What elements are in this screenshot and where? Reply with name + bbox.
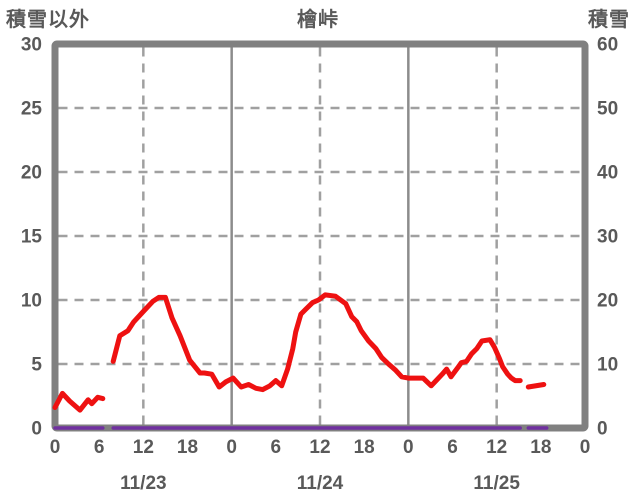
x-axis-hour-tick-3: 18: [177, 437, 198, 458]
right-axis-tick-0: 0: [597, 419, 608, 440]
x-axis-hour-tick-4: 0: [226, 437, 237, 458]
chart-title: 檜峠: [297, 9, 339, 31]
x-axis-hour-tick-9: 6: [447, 437, 458, 458]
x-axis-hour-tick-2: 12: [133, 437, 154, 458]
x-axis-date-label-11-24: 11/24: [297, 473, 344, 494]
left-axis-tick-5: 5: [31, 355, 42, 376]
series-line-other-than-snow: [52, 292, 547, 413]
right-axis-tick-20: 20: [597, 291, 618, 312]
x-axis-hour-tick-11: 18: [530, 437, 551, 458]
x-axis-hour-tick-12: 0: [580, 437, 591, 458]
x-axis-hour-tick-1: 6: [94, 437, 105, 458]
left-axis-tick-15: 15: [21, 227, 43, 248]
right-axis-tick-50: 50: [597, 99, 618, 120]
right-axis-tick-10: 10: [597, 355, 618, 376]
left-axis-tick-0: 0: [31, 419, 42, 440]
left-axis-tick-25: 25: [21, 99, 43, 120]
right-axis-tick-30: 30: [597, 227, 618, 248]
x-axis-hour-tick-5: 6: [271, 437, 282, 458]
x-axis-date-label-11-25: 11/25: [473, 473, 520, 494]
left-axis-title: 積雪以外: [6, 9, 90, 31]
x-axis-hour-tick-0: 0: [50, 437, 61, 458]
x-axis-hour-tick-7: 18: [354, 437, 375, 458]
left-axis-tick-20: 20: [21, 163, 42, 184]
right-axis-tick-40: 40: [597, 163, 618, 184]
right-axis-title: 積雪: [588, 9, 630, 31]
left-axis-tick-30: 30: [21, 35, 42, 56]
right-axis-tick-60: 60: [597, 35, 618, 56]
left-axis-tick-10: 10: [21, 291, 42, 312]
x-axis-date-label-11-23: 11/23: [120, 473, 167, 494]
x-axis-hour-tick-8: 0: [403, 437, 414, 458]
x-axis-hour-tick-10: 12: [486, 437, 507, 458]
x-axis-hour-tick-6: 12: [309, 437, 330, 458]
